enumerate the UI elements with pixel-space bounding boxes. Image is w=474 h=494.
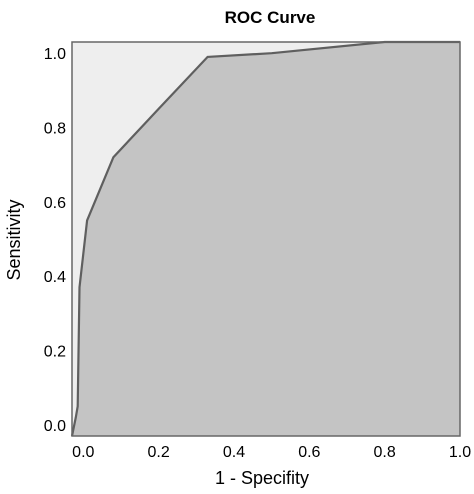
- y-tick-label: 0.2: [44, 344, 66, 361]
- y-tick-label: 0.4: [44, 269, 66, 286]
- y-tick-label: 0.0: [44, 418, 66, 435]
- x-axis-ticks: 0.0 0.2 0.4 0.6 0.8 1.0: [72, 444, 471, 461]
- roc-curve-line: [70, 40, 460, 437]
- y-tick-label: 1.0: [44, 46, 66, 63]
- roc-area: [72, 42, 460, 436]
- x-tick-label: 1.0: [449, 444, 471, 461]
- y-axis-ticks: 0.0 0.2 0.4 0.6 0.8 1.0: [44, 46, 66, 435]
- x-tick-label: 0.2: [148, 444, 170, 461]
- x-tick-label: 0.0: [72, 444, 94, 461]
- plot-frame: [71, 41, 461, 437]
- x-tick-label: 0.8: [374, 444, 396, 461]
- y-axis-label: Sensitivity: [4, 199, 24, 280]
- y-tick-label: 0.6: [44, 195, 66, 212]
- y-tick-label: 0.8: [44, 120, 66, 137]
- x-axis-label: 1 - Specifity: [215, 468, 309, 488]
- x-tick-label: 0.6: [298, 444, 320, 461]
- x-tick-label: 0.4: [223, 444, 245, 461]
- chart-title: ROC Curve: [225, 8, 316, 27]
